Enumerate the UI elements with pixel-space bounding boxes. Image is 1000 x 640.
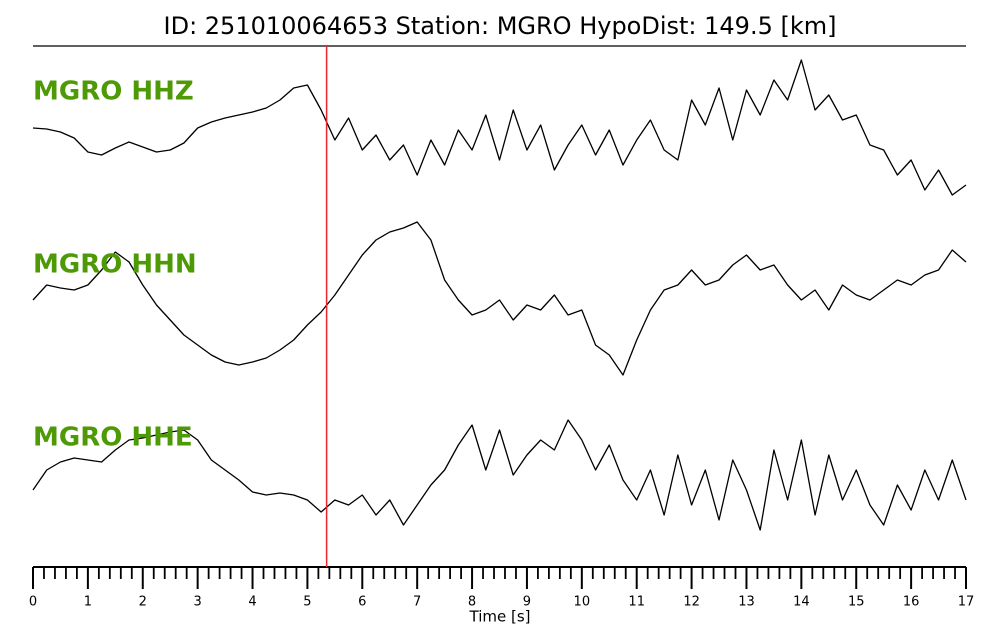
x-tick-label: 13 [738,595,755,610]
trace-label: MGRO HHE [33,423,193,453]
x-tick-label: 14 [793,595,810,610]
waveform [32,59,967,196]
x-tick-label: 16 [903,595,920,610]
x-tick-label: 6 [358,595,366,610]
x-tick-label: 7 [413,595,421,610]
x-tick-label: 4 [248,595,256,610]
chart-title: ID: 251010064653 Station: MGRO HypoDist:… [164,12,837,40]
x-axis-label: Time [s] [469,608,531,626]
trace-label: MGRO HHN [33,250,197,280]
waveform [32,221,967,376]
x-tick-label: 8 [468,595,476,610]
x-tick-label: 12 [683,595,700,610]
x-tick-label: 2 [139,595,147,610]
x-tick-label: 3 [194,595,202,610]
x-tick-label: 9 [523,595,531,610]
trace-label: MGRO HHZ [33,77,194,107]
x-tick-label: 11 [628,595,645,610]
x-tick-label: 5 [303,595,311,610]
x-tick-label: 10 [574,595,591,610]
waveform [32,419,967,531]
x-tick-label: 0 [29,595,37,610]
x-tick-label: 17 [958,595,975,610]
x-tick-label: 15 [848,595,865,610]
x-tick-label: 1 [84,595,92,610]
